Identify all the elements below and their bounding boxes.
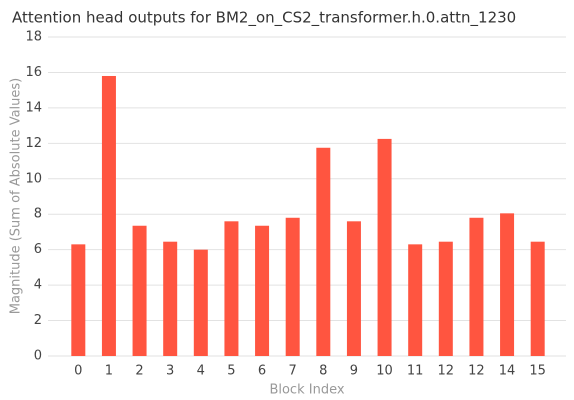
y-axis-label: Magnitude (Sum of Absolute Values) <box>9 78 24 315</box>
x-tick-label: 1 <box>105 364 113 379</box>
bar <box>255 225 270 356</box>
y-tick-label: 10 <box>25 171 42 186</box>
y-tick-label: 12 <box>25 136 42 151</box>
bar <box>346 221 361 356</box>
x-tick-label: 3 <box>166 364 174 379</box>
x-tick-label: 10 <box>376 364 393 379</box>
bar <box>285 217 300 356</box>
y-tick-label: 16 <box>25 65 42 80</box>
bar <box>530 241 545 356</box>
x-tick-label: 4 <box>197 364 205 379</box>
x-tick-label: 11 <box>407 364 424 379</box>
x-tick-label: 12 <box>438 364 455 379</box>
bar <box>224 221 239 356</box>
bar <box>132 225 147 356</box>
y-tick-label: 0 <box>34 349 42 364</box>
y-tick-label: 4 <box>34 278 42 293</box>
y-tick-label: 6 <box>34 242 42 257</box>
x-tick-label: 5 <box>227 364 235 379</box>
bar <box>316 147 331 356</box>
x-tick-label: 15 <box>529 364 546 379</box>
x-tick-label: 12 <box>468 364 485 379</box>
x-tick-label: 8 <box>319 364 327 379</box>
x-tick-label: 14 <box>499 364 516 379</box>
y-tick-label: 2 <box>34 313 42 328</box>
y-tick-label: 8 <box>34 207 42 222</box>
bar <box>163 241 178 356</box>
bar <box>500 213 515 356</box>
bar <box>469 217 484 356</box>
bar <box>377 138 392 356</box>
bar <box>408 244 423 356</box>
x-tick-label: 6 <box>258 364 266 379</box>
x-tick-label: 7 <box>289 364 297 379</box>
x-tick-label: 0 <box>74 364 82 379</box>
y-tick-label: 18 <box>25 30 42 45</box>
bar <box>438 241 453 356</box>
x-tick-label: 2 <box>135 364 143 379</box>
bar <box>101 75 116 356</box>
bar <box>71 244 86 356</box>
bar <box>193 249 208 356</box>
chart-title: Attention head outputs for BM2_on_CS2_tr… <box>12 9 516 28</box>
y-tick-label: 14 <box>25 100 42 115</box>
x-axis-label: Block Index <box>269 383 344 398</box>
x-tick-label: 9 <box>350 364 358 379</box>
